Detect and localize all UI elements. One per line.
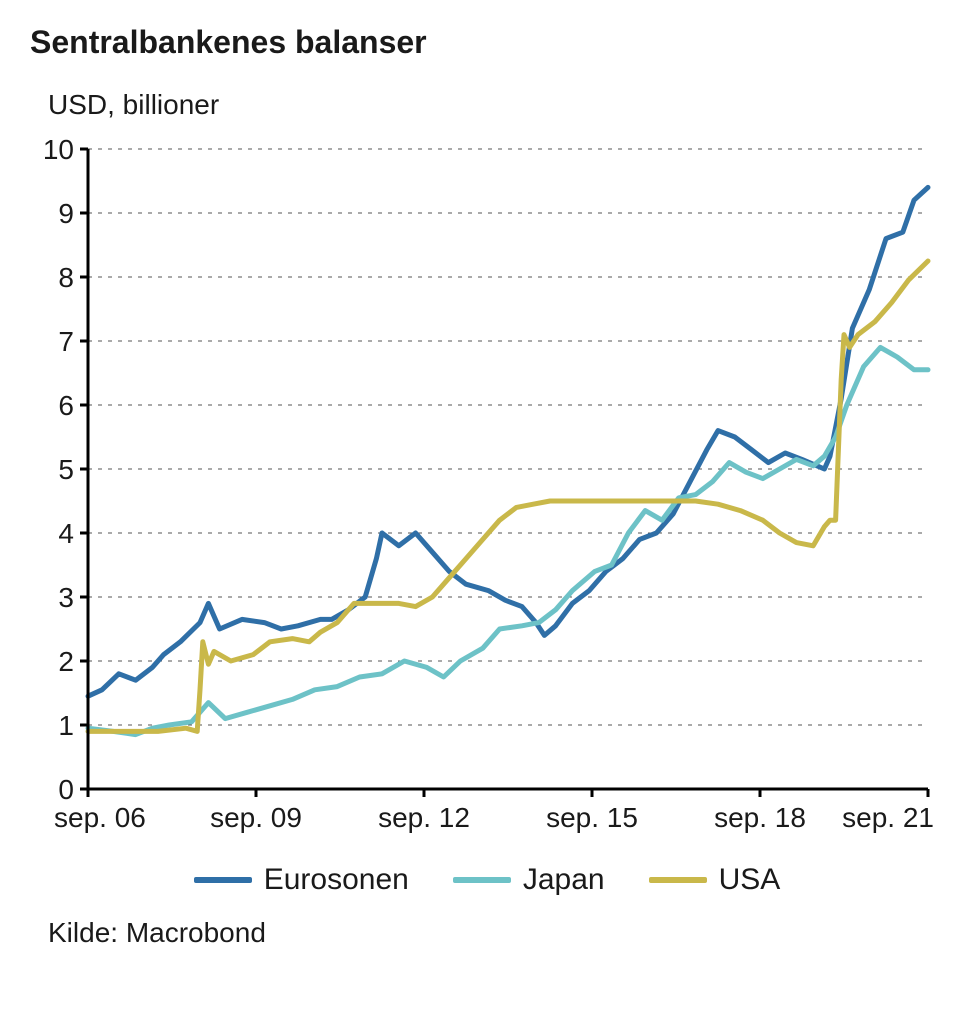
y-tick-label: 9 bbox=[58, 198, 74, 229]
y-tick-label: 8 bbox=[58, 262, 74, 293]
y-tick-label: 7 bbox=[58, 326, 74, 357]
y-tick-label: 5 bbox=[58, 454, 74, 485]
x-tick-label: sep. 06 bbox=[54, 802, 146, 833]
y-tick-label: 1 bbox=[58, 710, 74, 741]
legend-item-japan: Japan bbox=[453, 863, 605, 897]
chart-title: Sentralbankenes balanser bbox=[30, 24, 946, 61]
source-text: Kilde: Macrobond bbox=[48, 917, 946, 949]
x-tick-label: sep. 18 bbox=[714, 802, 806, 833]
x-tick-label: sep. 12 bbox=[378, 802, 470, 833]
legend-swatch bbox=[453, 877, 511, 883]
legend-label: USA bbox=[719, 863, 781, 897]
legend-item-eurosonen: Eurosonen bbox=[194, 863, 409, 897]
y-tick-label: 6 bbox=[58, 390, 74, 421]
legend-label: Eurosonen bbox=[264, 863, 409, 897]
legend-swatch bbox=[649, 877, 707, 883]
legend-swatch bbox=[194, 877, 252, 883]
legend: Eurosonen Japan USA bbox=[28, 863, 946, 897]
y-tick-label: 3 bbox=[58, 582, 74, 613]
chart-svg: 0 1 2 3 4 5 6 7 8 9 10 sep. 06 sep. 09 sep. 12 sep. 15… bbox=[28, 139, 938, 839]
x-tick-label: sep. 15 bbox=[546, 802, 638, 833]
x-tick-label: sep. 21 bbox=[842, 802, 934, 833]
y-tick-label: 4 bbox=[58, 518, 74, 549]
y-tick-label: 0 bbox=[58, 774, 74, 805]
legend-label: Japan bbox=[523, 863, 605, 897]
y-tick-label: 10 bbox=[43, 139, 74, 165]
y-axis-label: USD, billioner bbox=[48, 89, 946, 121]
chart-area: 0 1 2 3 4 5 6 7 8 9 10 sep. 06 sep. 09 sep. 12 sep. 15… bbox=[28, 139, 938, 839]
y-tick-label: 2 bbox=[58, 646, 74, 677]
legend-item-usa: USA bbox=[649, 863, 781, 897]
chart-container: Sentralbankenes balanser USD, billioner … bbox=[0, 0, 974, 1009]
x-tick-label: sep. 09 bbox=[210, 802, 302, 833]
series-eurosonen bbox=[88, 187, 928, 696]
